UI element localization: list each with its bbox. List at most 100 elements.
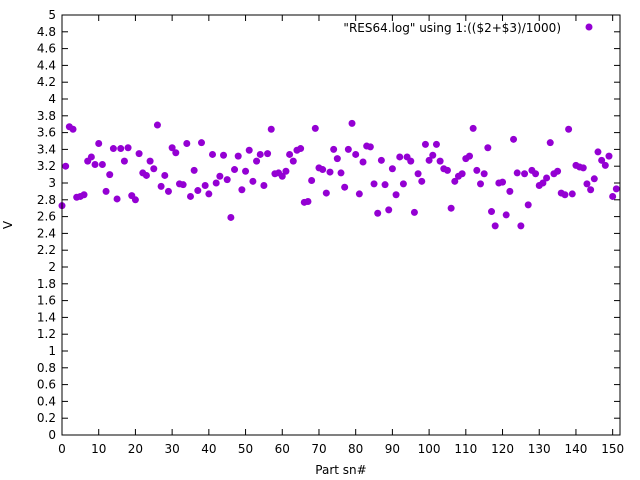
data-point: [308, 176, 316, 184]
x-tick-label: 30: [164, 442, 179, 456]
data-point: [524, 201, 532, 209]
data-point: [510, 135, 518, 143]
data-point: [377, 156, 385, 164]
x-tick-label: 60: [275, 442, 290, 456]
data-point: [605, 152, 613, 160]
data-point: [352, 150, 360, 158]
plot-frame: [61, 14, 621, 436]
data-point: [480, 170, 488, 178]
data-point: [579, 164, 587, 172]
data-point: [421, 140, 429, 148]
data-point: [62, 162, 70, 170]
data-point: [539, 179, 547, 187]
data-point: [102, 187, 110, 195]
data-point: [212, 179, 220, 187]
data-point: [153, 121, 161, 129]
data-point: [142, 171, 150, 179]
data-point: [590, 175, 598, 183]
data-point: [344, 145, 352, 153]
data-point: [565, 125, 573, 133]
data-point: [245, 146, 253, 154]
data-point: [370, 180, 378, 188]
data-point: [521, 170, 529, 178]
data-point: [311, 124, 319, 132]
data-point: [546, 139, 554, 147]
y-tick-label: 1: [48, 344, 56, 358]
data-point: [399, 180, 407, 188]
x-tick-label: 20: [128, 442, 143, 456]
data-point: [87, 153, 95, 161]
y-tick-label: 0.4: [37, 394, 56, 408]
data-point: [612, 185, 620, 193]
data-point: [198, 139, 205, 147]
data-point: [231, 166, 239, 174]
y-tick-label: 3.4: [37, 142, 56, 156]
data-point: [216, 172, 224, 180]
x-axis-label: Part sn#: [315, 463, 366, 477]
data-point: [532, 170, 540, 178]
data-point: [234, 152, 242, 160]
data-point: [135, 150, 143, 158]
data-point: [451, 177, 459, 185]
y-tick-label: 2: [48, 260, 56, 274]
y-tick-label: 2.4: [37, 226, 56, 240]
x-tick-label: 0: [58, 442, 66, 456]
y-tick-label: 0.6: [37, 378, 56, 392]
data-point: [385, 206, 393, 214]
data-point: [205, 190, 213, 198]
data-point: [330, 145, 338, 153]
data-point: [366, 143, 374, 151]
data-point: [80, 191, 88, 199]
data-point: [425, 156, 433, 164]
data-point: [517, 222, 525, 230]
data-point: [587, 186, 595, 194]
data-point: [513, 169, 521, 177]
data-point: [264, 150, 272, 158]
data-point: [491, 222, 499, 230]
data-point: [95, 140, 103, 148]
y-tick-label: 1.8: [37, 277, 56, 291]
data-point: [388, 165, 396, 173]
data-point: [194, 187, 202, 195]
x-tick-label: 140: [564, 442, 587, 456]
data-point: [598, 156, 606, 164]
data-point: [164, 187, 172, 195]
y-tick-label: 3.8: [37, 109, 56, 123]
y-tick-label: 3: [48, 176, 56, 190]
data-point: [297, 145, 305, 153]
x-tick-label: 80: [348, 442, 363, 456]
legend-label: "RES64.log" using 1:(($2+$3)/1000): [343, 21, 561, 35]
data-point: [260, 182, 268, 190]
y-tick-label: 5: [48, 8, 56, 22]
data-point: [381, 181, 389, 189]
data-point: [499, 178, 507, 186]
x-axis-ticks: 0 10 20 30 40 50 60 70 80 90 100 110 120 130 140 150: [58, 15, 624, 456]
data-point: [106, 171, 114, 179]
x-tick-label: 90: [385, 442, 400, 456]
data-point: [157, 182, 165, 190]
data-point: [359, 158, 367, 166]
y-tick-label: 1.2: [37, 327, 56, 341]
x-tick-label: 70: [311, 442, 326, 456]
y-tick-label: 4.6: [37, 42, 56, 56]
data-point: [249, 177, 257, 185]
y-tick-label: 1.6: [37, 294, 56, 308]
data-point: [282, 167, 290, 175]
data-point: [418, 177, 426, 185]
x-tick-label: 120: [491, 442, 514, 456]
y-tick-label: 4.4: [37, 58, 56, 72]
data-point: [341, 183, 349, 191]
data-point: [601, 161, 609, 169]
data-point: [289, 157, 297, 165]
data-point: [161, 171, 169, 179]
y-axis-label: V: [1, 220, 15, 229]
x-tick-label: 50: [238, 442, 253, 456]
data-point: [465, 152, 473, 160]
y-tick-label: 2.6: [37, 210, 56, 224]
data-point: [113, 195, 121, 203]
y-tick-label: 0: [48, 428, 56, 442]
data-point: [583, 180, 591, 188]
data-point: [69, 125, 77, 133]
data-point: [190, 166, 198, 174]
data-point: [253, 157, 261, 165]
